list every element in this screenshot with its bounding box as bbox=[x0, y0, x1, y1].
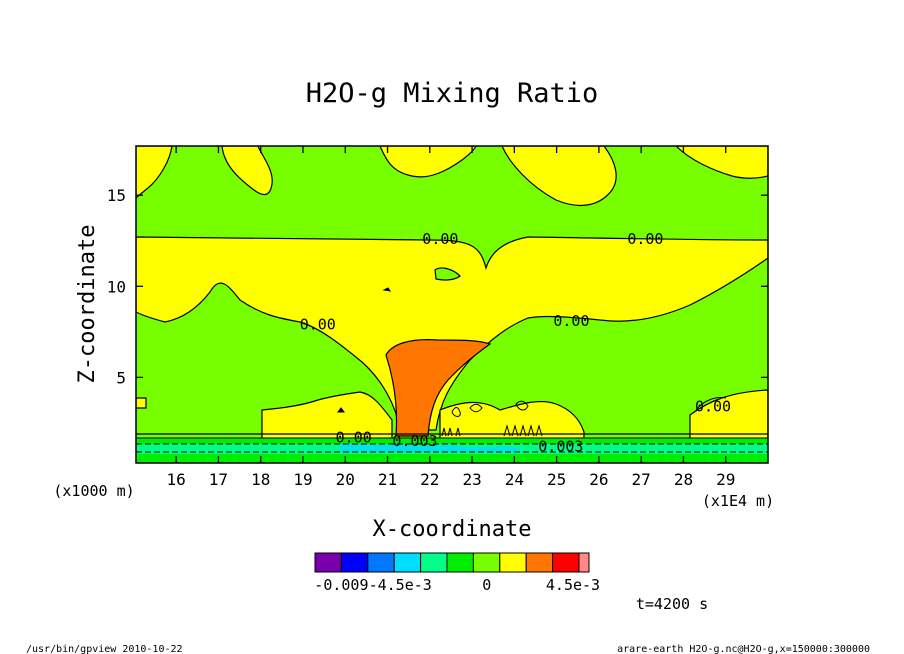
x-tick-label: 27 bbox=[632, 470, 651, 489]
field-region bbox=[136, 236, 768, 431]
x-tick-label: 19 bbox=[293, 470, 312, 489]
x-tick-label: 26 bbox=[589, 470, 608, 489]
x-tick-label: 29 bbox=[716, 470, 735, 489]
contour-label: 0.00 bbox=[695, 398, 731, 416]
colorbar-swatch bbox=[420, 552, 448, 573]
contour-squiggles bbox=[337, 287, 727, 437]
y-axis: 5 10 15 bbox=[107, 186, 768, 387]
colorbar-swatch bbox=[393, 552, 422, 573]
field-region bbox=[136, 454, 768, 463]
field-region bbox=[261, 391, 393, 441]
colorbar-tick-label: -4.5e-3 bbox=[369, 576, 432, 594]
field-region bbox=[439, 400, 585, 441]
contour-lines bbox=[136, 437, 768, 453]
field-region bbox=[434, 267, 461, 281]
contour-label: 0.00 bbox=[336, 428, 372, 446]
x-tick-label: 16 bbox=[167, 470, 186, 489]
field-region bbox=[221, 146, 273, 196]
x-tick-label: 20 bbox=[336, 470, 355, 489]
contour-label: 0.00 bbox=[300, 316, 336, 334]
field-region bbox=[501, 146, 617, 207]
colorbar-swatch bbox=[499, 552, 527, 573]
plot-area: 0.00 0.00 0.00 0.00 0.00 0.003 0.003 0.00 bbox=[136, 146, 768, 463]
contour-label: 0.00 bbox=[627, 230, 663, 248]
y-axis-label: Z-coordinate bbox=[75, 225, 100, 384]
x-tick-label: 25 bbox=[547, 470, 566, 489]
field-region bbox=[136, 146, 173, 199]
contour-label: 0.00 bbox=[553, 312, 589, 330]
footer-left: /usr/bin/gpview 2010-10-22 bbox=[26, 644, 183, 654]
colorbar bbox=[314, 552, 590, 573]
field-region bbox=[136, 438, 768, 444]
plot-frame bbox=[135, 145, 769, 464]
colorbar-swatch bbox=[446, 552, 474, 573]
x-axis: 16 17 18 19 20 21 22 23 24 25 26 27 28 29 bbox=[167, 146, 735, 489]
x-tick-label: 24 bbox=[505, 470, 524, 489]
contour-labels: 0.00 0.00 0.00 0.00 0.00 0.003 0.003 0.00 bbox=[300, 230, 731, 456]
colorbar-swatch bbox=[472, 552, 501, 573]
colorbar-tick-label: -0.009 bbox=[314, 576, 368, 594]
field-region bbox=[136, 397, 147, 409]
contour-label: 0.003 bbox=[392, 432, 437, 450]
colorbar-swatch bbox=[578, 552, 590, 573]
colorbar-swatch bbox=[525, 552, 554, 573]
y-scale-note: (x1000 m) bbox=[53, 482, 134, 500]
x-tick-label: 23 bbox=[462, 470, 481, 489]
y-tick-label: 5 bbox=[116, 368, 126, 387]
field-region bbox=[675, 146, 768, 179]
y-tick-label: 15 bbox=[107, 186, 126, 205]
colorbar-swatch bbox=[340, 552, 369, 573]
chart-title: H2O-g Mixing Ratio bbox=[306, 78, 599, 109]
field-region bbox=[689, 389, 768, 441]
footer-right: arare-earth_H2O-g.nc@H2O-g,x=150000:3000… bbox=[617, 644, 870, 654]
colorbar-swatch bbox=[552, 552, 580, 573]
time-label: t=4200 s bbox=[636, 595, 708, 613]
y-tick-label: 10 bbox=[107, 277, 126, 296]
x-tick-label: 17 bbox=[209, 470, 228, 489]
colorbar-labels: -0.009 -4.5e-3 0 4.5e-3 bbox=[314, 576, 600, 594]
x-tick-label: 22 bbox=[420, 470, 439, 489]
x-tick-label: 21 bbox=[378, 470, 397, 489]
x-scale-note: (x1E4 m) bbox=[702, 492, 774, 510]
colorbar-swatch bbox=[314, 552, 342, 573]
colorbar-tick-label: 0 bbox=[482, 576, 491, 594]
colorbar-swatch bbox=[367, 552, 395, 573]
x-tick-label: 28 bbox=[674, 470, 693, 489]
contour-label: 0.003 bbox=[538, 438, 583, 456]
field-region bbox=[340, 443, 520, 452]
x-tick-label: 18 bbox=[251, 470, 270, 489]
x-axis-label: X-coordinate bbox=[373, 517, 532, 542]
colorbar-tick-label: 4.5e-3 bbox=[546, 576, 600, 594]
contour-label: 0.00 bbox=[422, 230, 458, 248]
field-region bbox=[385, 339, 492, 437]
